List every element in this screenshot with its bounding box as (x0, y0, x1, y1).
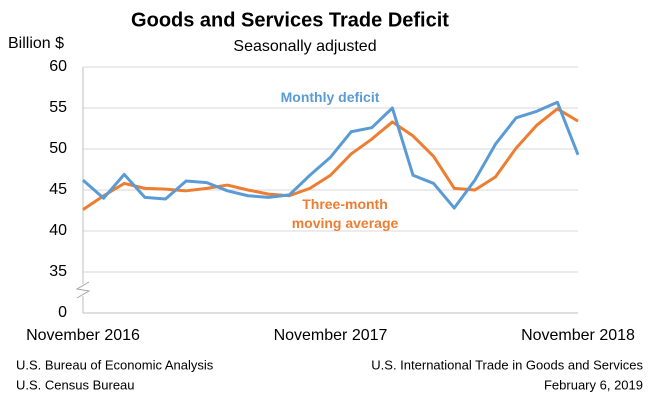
chart-subtitle: Seasonally adjusted (233, 38, 376, 55)
note-line: February 6, 2019 (544, 377, 643, 392)
series-label: Three-month moving average (291, 196, 399, 231)
y-tick-label: 35 (49, 263, 67, 280)
note-line: U.S. International Trade in Goods and Se… (371, 357, 643, 372)
x-tick-label: November 2016 (26, 327, 140, 344)
x-tick-label: November 2017 (274, 327, 388, 344)
series-label: Monthly deficit (280, 89, 380, 105)
data-line (82, 100, 580, 210)
chart-title: Goods and Services Trade Deficit (131, 9, 449, 31)
y-tick-label: 0 (58, 304, 67, 321)
source-line: U.S. Bureau of Economic Analysis (16, 357, 214, 372)
y-axis-label: Billion $ (8, 35, 64, 52)
y-tick-label: 40 (49, 222, 67, 239)
y-tick-label: 45 (49, 181, 67, 198)
axis-break (75, 281, 91, 299)
x-tick-label: November 2018 (521, 327, 635, 344)
y-tick-label: 50 (49, 140, 67, 157)
y-tick-label: 55 (49, 99, 67, 116)
y-tick-label: 60 (49, 58, 67, 75)
source-line: U.S. Census Bureau (16, 377, 135, 392)
data-line (82, 107, 579, 211)
